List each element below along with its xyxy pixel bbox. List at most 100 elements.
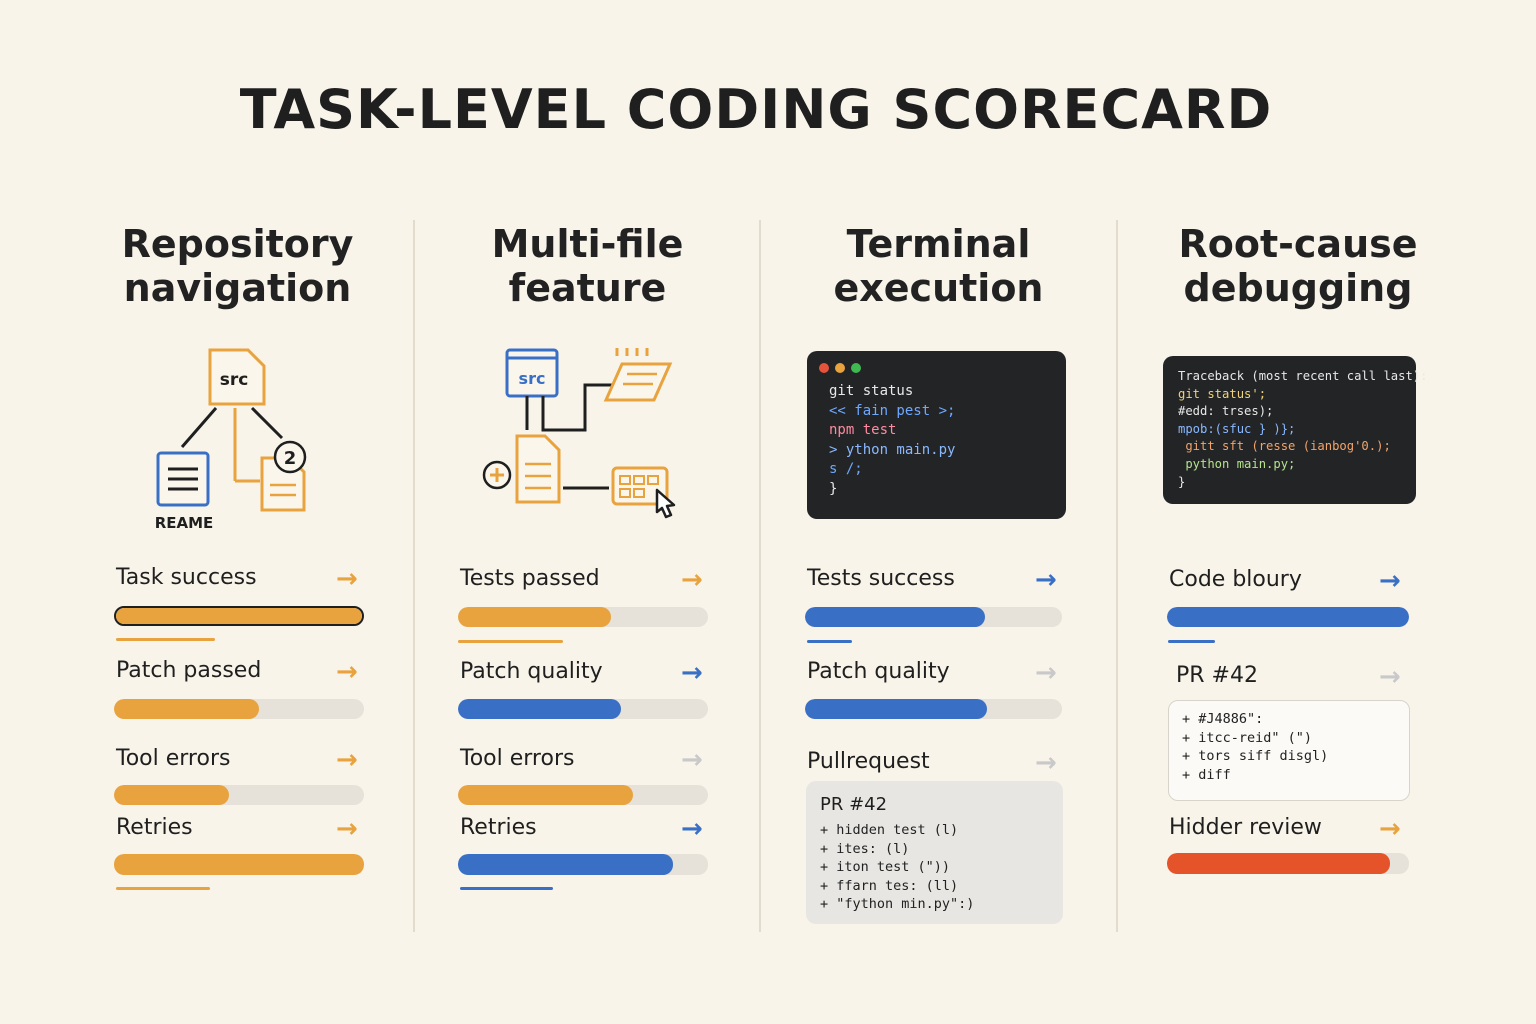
- pr-diff-card: + #J4886": + itcc-reid" (") + tors siff …: [1168, 700, 1410, 801]
- accent-underline: [1168, 640, 1215, 643]
- diff-line: + hidden test (l): [820, 822, 959, 838]
- column-title-line: feature: [508, 266, 667, 310]
- progress-fill: [116, 608, 362, 624]
- progress-track: [114, 606, 364, 626]
- progress-fill: [458, 785, 633, 805]
- maximize-dot-icon: [851, 363, 861, 373]
- progress-track: [114, 854, 364, 875]
- metric-label: Retries: [116, 815, 193, 840]
- column-title: Terminal execution: [761, 222, 1116, 310]
- arrow-right-icon[interactable]: →: [1379, 566, 1401, 596]
- progress-fill: [458, 607, 611, 627]
- arrow-right-icon[interactable]: →: [681, 745, 703, 775]
- metric-label: Hidder review: [1169, 815, 1322, 840]
- column-title: Root-cause debugging: [1118, 222, 1478, 310]
- arrow-right-icon[interactable]: →: [681, 658, 703, 688]
- diff-line: + iton test (")): [820, 859, 951, 876]
- arrow-right-icon[interactable]: →: [1379, 662, 1401, 692]
- metric-label: Retries: [460, 815, 537, 840]
- traceback-line: git status';: [1178, 386, 1267, 401]
- arrow-right-icon[interactable]: →: [336, 564, 358, 594]
- arrow-right-icon[interactable]: →: [336, 745, 358, 775]
- metric-label: PR #42: [1176, 663, 1258, 688]
- progress-track: [1167, 607, 1409, 627]
- traceback-line: gitt sft (resse (ianbog'0.);: [1178, 439, 1391, 454]
- progress-fill: [805, 607, 985, 627]
- terminal-line: s /;: [829, 461, 863, 477]
- column-title: Multi-file feature: [415, 222, 760, 310]
- column-repository-navigation: Repository navigation src REAME 2: [60, 0, 415, 1024]
- accent-underline: [807, 640, 852, 643]
- repo-tree-icon: src REAME 2: [155, 348, 307, 532]
- traceback-line: Traceback (most recent call last):: [1178, 369, 1428, 383]
- column-multi-file-feature: Multi-file feature src: [415, 0, 760, 1024]
- arrow-right-icon[interactable]: →: [336, 657, 358, 687]
- progress-fill: [458, 699, 621, 719]
- terminal-window: git status << fain pest >; npm test > yt…: [807, 351, 1066, 519]
- terminal-line: }: [829, 480, 838, 497]
- pr-card: PR #42 + hidden test (l) + ites: (l) + i…: [806, 781, 1063, 924]
- metric-label: Code bloury: [1169, 567, 1302, 592]
- diff-line: + #J4886":: [1182, 711, 1264, 727]
- progress-fill: [114, 854, 364, 875]
- progress-track: [458, 699, 708, 719]
- arrow-right-icon[interactable]: →: [1035, 748, 1057, 778]
- diff-line: + "fython min.py":): [820, 896, 975, 913]
- progress-fill: [114, 785, 229, 805]
- metric-label: Patch quality: [807, 659, 950, 684]
- metric-label: Patch quality: [460, 659, 603, 684]
- column-title-line: debugging: [1183, 266, 1413, 310]
- metric-label: Task success: [116, 565, 257, 590]
- page-title: TASK-LEVEL CODING SCORECARD: [239, 78, 1273, 141]
- progress-track: [1167, 853, 1409, 874]
- terminal-line: > ython main.py: [829, 441, 956, 458]
- column-terminal-execution: Terminal execution git status << fain pe…: [761, 0, 1116, 1024]
- traceback-line: }: [1178, 474, 1186, 489]
- terminal-line: git status: [829, 383, 914, 399]
- traceback-window: Traceback (most recent call last): git s…: [1163, 356, 1427, 504]
- pr-card-diff: + #J4886": + itcc-reid" (") + tors siff …: [1182, 710, 1328, 784]
- progress-fill: [1167, 853, 1390, 874]
- accent-underline: [116, 887, 210, 890]
- diff-line: + tors siff disgl): [1182, 748, 1329, 765]
- metric-label: Tool errors: [116, 746, 231, 771]
- column-title-line: navigation: [123, 266, 352, 310]
- metric-label: Tool errors: [460, 746, 575, 771]
- pr-card-title: PR #42: [820, 794, 888, 815]
- progress-fill: [458, 854, 673, 875]
- readme-label: REAME: [155, 514, 214, 532]
- progress-track: [114, 699, 364, 719]
- diff-line: + diff: [1182, 766, 1231, 783]
- metric-label: Pullrequest: [807, 749, 930, 774]
- metric-label: Patch passed: [116, 658, 262, 683]
- progress-track: [805, 699, 1062, 719]
- accent-underline: [116, 638, 215, 641]
- progress-fill: [1167, 607, 1409, 627]
- progress-track: [458, 785, 708, 805]
- arrow-right-icon[interactable]: →: [1035, 658, 1057, 688]
- src-label: src: [220, 370, 249, 390]
- traceback-output: Traceback (most recent call last): git s…: [1178, 368, 1427, 491]
- arrow-right-icon[interactable]: →: [1379, 814, 1401, 844]
- badge-number: 2: [284, 448, 297, 469]
- column-divider: [413, 220, 415, 932]
- multi-file-flow-icon: src: [482, 348, 676, 519]
- column-title-line: Terminal: [846, 222, 1031, 266]
- close-dot-icon: [819, 363, 829, 373]
- column-divider: [1116, 220, 1118, 932]
- progress-track: [458, 607, 708, 627]
- progress-track: [114, 785, 364, 805]
- column-divider: [759, 220, 761, 932]
- diff-line: + ites: (l): [820, 840, 910, 857]
- metric-label: Tests success: [807, 566, 955, 591]
- arrow-right-icon[interactable]: →: [1035, 565, 1057, 595]
- column-root-cause-debugging: Root-cause debugging Traceback (most rec…: [1118, 0, 1478, 1024]
- arrow-right-icon[interactable]: →: [681, 565, 703, 595]
- traceback-line: python main.py;: [1178, 456, 1296, 471]
- arrow-right-icon[interactable]: →: [681, 814, 703, 844]
- arrow-right-icon[interactable]: →: [336, 814, 358, 844]
- diff-line: + ffarn tes: (ll): [820, 877, 959, 894]
- column-title: Repository navigation: [60, 222, 415, 310]
- diff-line: + itcc-reid" ("): [1182, 729, 1313, 746]
- accent-underline: [458, 640, 563, 643]
